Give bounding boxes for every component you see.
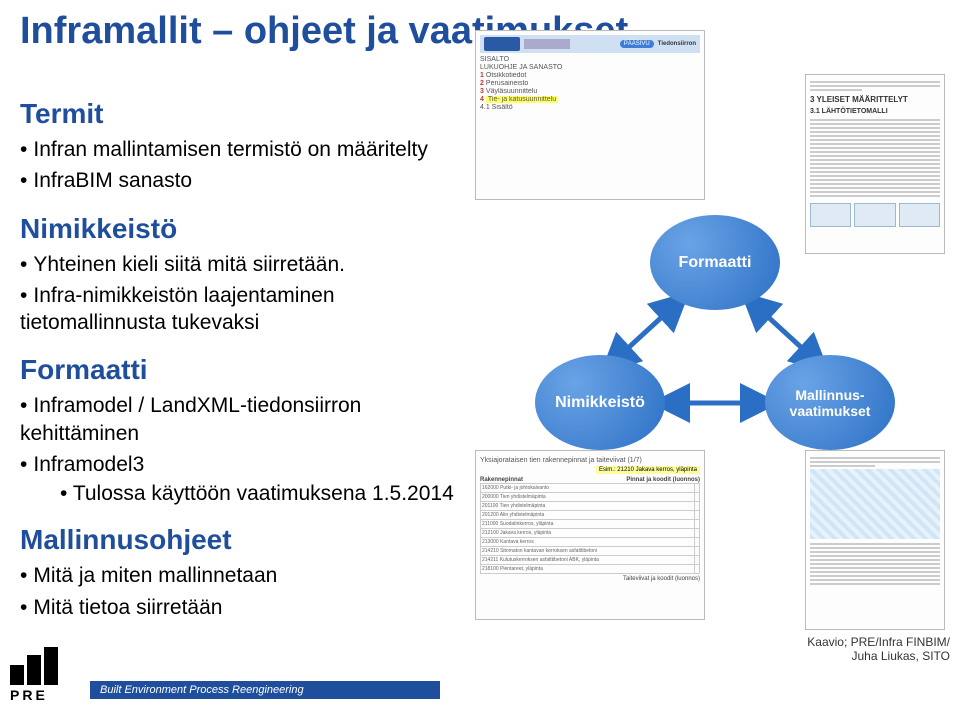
doc3-table: 162000 Putki- ja johtokaivanto 200000 Ti… xyxy=(480,483,700,574)
footer: PRE Built Environment Process Reengineer… xyxy=(0,667,960,707)
pre-logo: PRE xyxy=(10,647,80,702)
doc2-h1: 3 YLEISET MÄÄRITTELYT xyxy=(810,95,940,104)
footer-bar: Built Environment Process Reengineering xyxy=(90,681,440,699)
doc1-row: 3Väyläsuunnittelu xyxy=(480,88,700,95)
doc2-h2: 3.1 LÄHTÖTIETOMALLI xyxy=(810,108,940,115)
mini-doc-inframodel: PÄÄSIVU Tiedonsiirron SISÄLTÖLUKUOHJE JA… xyxy=(475,30,705,200)
content-left: Termit Infran mallintamisen termistö on … xyxy=(20,80,460,625)
table-row: 214211 Kulutuskerroksen asfalttibetoni A… xyxy=(481,556,700,565)
doc3-example: Esim.: 21210 Jakava kerros, yläpinta xyxy=(596,466,700,474)
table-row: 214210 Sitomaton kantavan kerroksen аsfa… xyxy=(481,547,700,556)
doc4-image xyxy=(810,469,940,539)
bullet: Yhteinen kieli siitä mitä siirretään. xyxy=(20,251,460,278)
doc1-row: 1Otsikkotiedot xyxy=(480,72,700,79)
doc1-row: 4Tie- ja katusuunnittelu xyxy=(480,96,700,103)
node-nimikkeisto: Nimikkeistö xyxy=(535,355,665,450)
concept-diagram: Formaatti Nimikkeistö Mallinnus- vaatimu… xyxy=(535,215,895,455)
doc1-row: 2Perusaineisto xyxy=(480,80,700,87)
mini-doc-rakennepinnat: Yksiajorataisen tien rakennepinnat ja ta… xyxy=(475,450,705,620)
section-termit-head: Termit xyxy=(20,98,460,130)
doc1-row: 4.1 Sisältö xyxy=(480,104,700,111)
node-vaatimukset: Mallinnus- vaatimukset xyxy=(765,355,895,450)
table-row: 201200 Alin yhdistelmäpintа xyxy=(481,511,700,520)
doc3-col1: Rakennepinnat xyxy=(480,477,590,483)
bullet: Inframodel3 xyxy=(20,451,460,478)
section-nimik-head: Nimikkeistö xyxy=(20,213,460,245)
table-row: 213000 Kantava kerros xyxy=(481,538,700,547)
landxml-logo xyxy=(524,39,570,49)
doc3-foot: Taiteviivat ja koodit (luonnos) xyxy=(480,576,700,582)
table-row: 211000 Suodatinkerros, yläpinta xyxy=(481,520,700,529)
right-composite: PÄÄSIVU Tiedonsiirron SISÄLTÖLUKUOHJE JA… xyxy=(475,30,950,650)
bullet: Mitä ja miten mallinnetaan xyxy=(20,562,460,589)
bullet: Infran mallintamisen termistö on määrite… xyxy=(20,136,460,163)
inframodel-logo xyxy=(484,37,520,51)
credit-text: Kaavio; PRE/Infra FINBIM/ Juha Liukas, S… xyxy=(807,635,950,663)
sub-bullet: Tulossa käyttöön vaatimuksena 1.5.2014 xyxy=(20,482,460,506)
bullet: Inframodel / LandXML-tiedonsiirron kehit… xyxy=(20,392,460,447)
table-row: 162000 Putki- ja johtokaivanto xyxy=(481,484,700,493)
doc3-col2: Pinnat ja koodit (luonnos) xyxy=(590,477,700,483)
node-formaatti: Formaatti xyxy=(650,215,780,310)
table-row: 201100 Tien yhdistelmäpintа xyxy=(481,502,700,511)
mini-doc-image xyxy=(805,450,945,630)
table-row: 218100 Pientareet, yläpinta xyxy=(481,565,700,574)
doc3-head: Yksiajorataisen tien rakennepinnat ja ta… xyxy=(480,457,700,464)
doc1-row: SISÄLTÖ xyxy=(480,56,700,63)
badge-paasivu: PÄÄSIVU xyxy=(620,40,654,48)
bullet: Infra-nimikkeistön laajentaminen tietoma… xyxy=(20,282,460,337)
table-row: 200000 Tien yhdistelmäpintа xyxy=(481,493,700,502)
section-formaatti-head: Formaatti xyxy=(20,354,460,386)
table-row: 212100 Jakava kerros, yläpinta xyxy=(481,529,700,538)
section-ohjeet-head: Mallinnusohjeet xyxy=(20,524,460,556)
band-right-text: Tiedonsiirron xyxy=(658,41,696,47)
bullet: InfraBIM sanasto xyxy=(20,167,460,194)
doc1-row: LUKUOHJE JA SANASTO xyxy=(480,64,700,71)
bullet: Mitä tietoa siirretään xyxy=(20,594,460,621)
